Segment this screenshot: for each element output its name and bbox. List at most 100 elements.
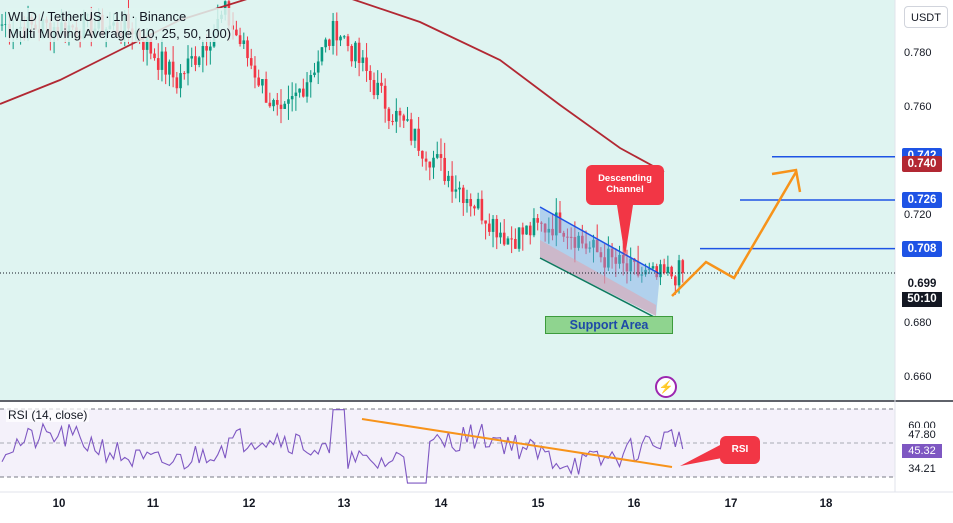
time-tick-label: 15 [531, 498, 545, 510]
candle-body [395, 110, 398, 122]
candle-body [525, 225, 528, 235]
candle-body [674, 276, 677, 286]
candle-body [517, 227, 521, 249]
candle-body [558, 212, 562, 233]
candle-body [320, 47, 324, 62]
rsi-current-tag: 45.32 [902, 444, 942, 458]
candle-body [595, 239, 599, 253]
candle-body [246, 40, 249, 59]
rsi-level-tag-1: 47.80 [902, 428, 942, 442]
candle-body [149, 37, 153, 54]
candle-body [599, 252, 603, 258]
candle-body [625, 263, 629, 272]
time-tick-label: 16 [627, 498, 641, 510]
candle-body [298, 88, 301, 93]
descending-channel-callout: Descending Channel [586, 165, 664, 205]
candle-body [476, 198, 480, 209]
candle-body [372, 79, 376, 96]
symbol-title[interactable]: WLD / TetherUS · 1h · Binance [8, 9, 187, 24]
candle-body [588, 247, 592, 249]
projection-path [671, 171, 798, 297]
candle-body [651, 266, 655, 269]
candle-body [469, 199, 473, 207]
candle-body [313, 72, 316, 76]
candle-body [4, 24, 8, 26]
price-tick-label: 0.680 [904, 317, 932, 330]
price-tick-label: 0.780 [904, 47, 932, 60]
channel-fill-lower [540, 240, 656, 316]
candle-body [409, 119, 413, 141]
candle-body [342, 36, 346, 38]
candle-body [528, 225, 532, 236]
candle-body [450, 175, 454, 192]
candle-body [391, 120, 394, 122]
candle-body [368, 70, 372, 80]
candle-body [618, 254, 621, 264]
candle-body [506, 238, 510, 245]
candle-body [413, 128, 417, 141]
candle-body [205, 46, 208, 51]
candle-body [543, 223, 547, 233]
candle-body [287, 99, 290, 104]
candle-body [339, 36, 342, 41]
candle-body [465, 199, 469, 203]
candle-body [197, 57, 201, 65]
rsi-callout-pointer [680, 444, 722, 466]
price-tick-label: 0.660 [904, 371, 932, 384]
chart-legend: WLD / TetherUS · 1h · Binance Multi Movi… [6, 8, 234, 42]
candle-body [209, 46, 212, 51]
candle-body [424, 158, 428, 162]
candle-body [223, 1, 227, 15]
candle-body [447, 175, 450, 182]
candle-body [662, 264, 666, 273]
price-level-tag: 0.740 [902, 156, 942, 173]
time-tick-label: 14 [434, 498, 448, 510]
candle-body [179, 73, 182, 89]
candle-body [264, 79, 268, 103]
candle-body [670, 266, 673, 277]
channel-upper-line [539, 206, 661, 275]
rsi-legend[interactable]: RSI (14, close) [6, 408, 90, 422]
candle-body [201, 46, 205, 58]
candle-body [175, 77, 179, 89]
candle-body [584, 243, 588, 249]
candle-body [666, 266, 670, 273]
candle-body [432, 157, 435, 168]
candle-body [182, 73, 186, 75]
candle-body [268, 102, 272, 107]
countdown-timer: 50:10 [902, 292, 942, 307]
candle-body [491, 218, 495, 232]
candle-body [566, 236, 569, 238]
candle-body [488, 223, 491, 232]
candle-body [365, 57, 368, 71]
candle-body [569, 236, 573, 238]
candle-body [235, 29, 238, 36]
candle-body [153, 53, 156, 59]
time-tick-label: 13 [337, 498, 351, 510]
candle-body [168, 61, 171, 75]
candle-body [592, 239, 595, 248]
time-tick-label: 11 [146, 498, 160, 510]
candle-body [417, 128, 420, 151]
candle-body [428, 161, 432, 168]
candle-body [532, 218, 536, 236]
indicator-title[interactable]: Multi Moving Average (10, 25, 50, 100) [8, 26, 232, 41]
candle-body [142, 40, 145, 50]
candle-body [305, 82, 309, 97]
lightning-icon[interactable]: ⚡ [655, 376, 677, 398]
candle-body [443, 157, 446, 182]
candle-body [502, 232, 506, 245]
candle-body [350, 45, 353, 62]
candle-body [621, 254, 625, 264]
candle-body [335, 20, 339, 41]
candle-body [562, 232, 566, 237]
currency-button[interactable]: USDT [904, 6, 948, 28]
channel-fill-upper [540, 207, 660, 316]
candle-body [249, 58, 253, 66]
candle-body [577, 235, 580, 248]
candle-body [261, 79, 264, 86]
candle-body [435, 154, 439, 158]
candle-body [331, 20, 335, 46]
